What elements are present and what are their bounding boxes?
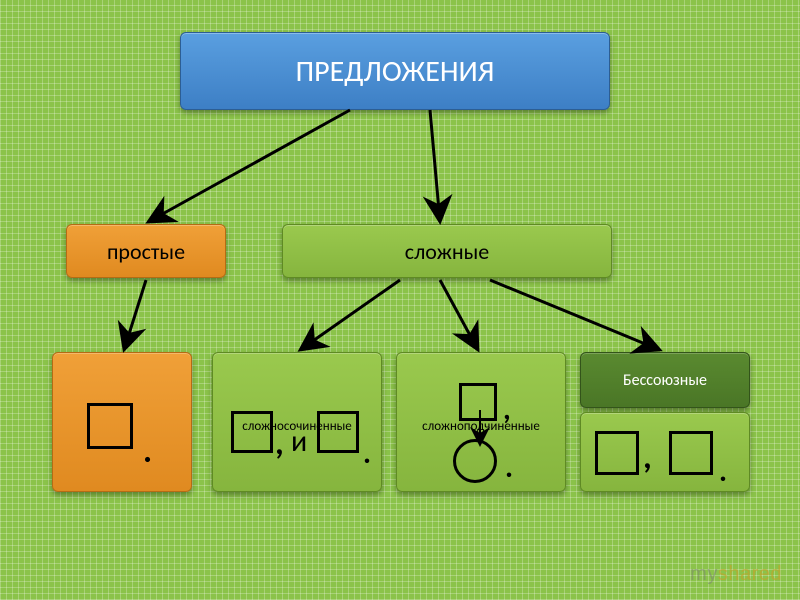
period-text: . [719,453,727,490]
comma-text: , [275,423,284,464]
square-icon [459,383,497,421]
ssp-box: сложносочиненные , и . [212,352,382,492]
circle-icon [453,439,497,483]
complex-label: сложные [405,238,489,265]
period-text: . [363,435,371,472]
watermark-pre: my [690,563,718,585]
watermark-accent: shared [718,563,782,585]
and-text: и [291,423,307,460]
title-box: ПРЕДЛОЖЕНИЯ [180,32,610,110]
title-text: ПРЕДЛОЖЕНИЯ [296,53,495,90]
simple-schema-box: . [52,352,192,492]
bsp-box: Бессоюзные [580,352,750,408]
watermark: myshared [690,563,782,586]
comma-text: , [643,437,652,478]
square-icon [669,431,713,475]
simple-label: простые [107,238,185,265]
bsp-label: Бессоюзные [623,371,707,390]
simple-box: простые [66,224,226,278]
bsp-schema-box: , . [580,412,750,492]
square-icon [317,411,359,453]
spp-box: сложноподчиненные , . [396,352,566,492]
square-icon [595,431,639,475]
square-icon [231,411,273,453]
square-icon [87,403,133,449]
complex-box: сложные [282,224,612,278]
period-text: . [143,431,152,472]
period-text: . [505,449,513,486]
comma-text: , [503,391,511,428]
